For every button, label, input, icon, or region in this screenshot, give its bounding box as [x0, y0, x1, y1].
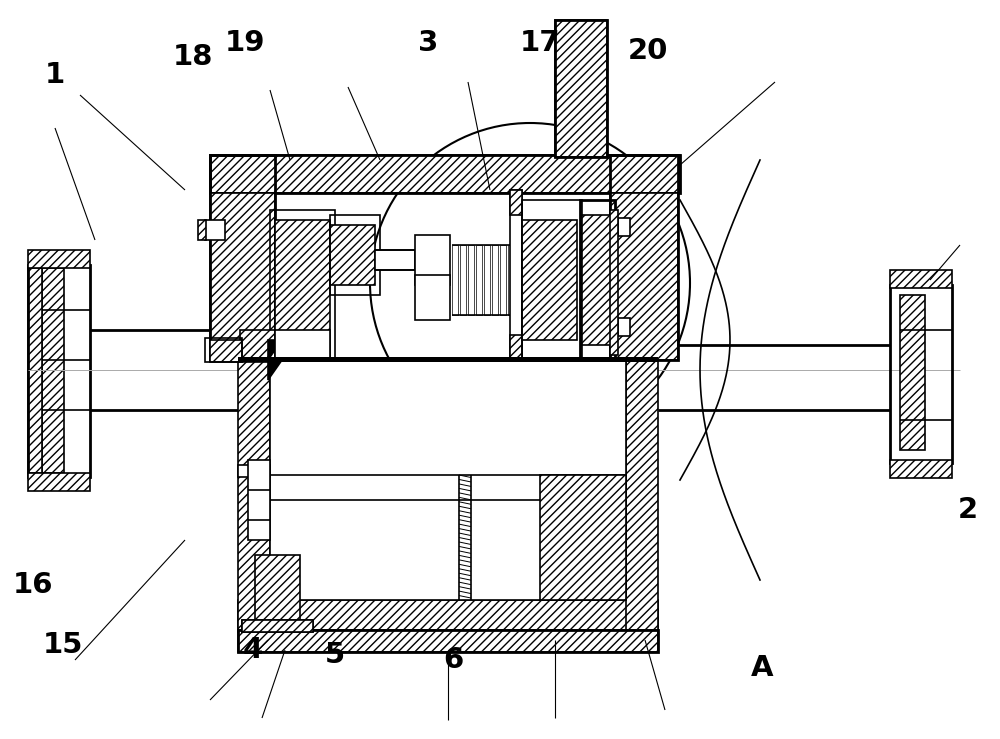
Bar [275, 330, 330, 360]
Bar [375, 250, 415, 270]
Bar [248, 460, 270, 540]
Text: 18: 18 [173, 43, 213, 71]
Bar [28, 250, 90, 268]
Bar [610, 193, 678, 360]
Bar [510, 190, 522, 360]
Bar [492, 245, 498, 315]
Bar [580, 200, 615, 360]
Bar [210, 155, 680, 193]
Bar [205, 338, 242, 362]
Polygon shape [268, 340, 282, 360]
Bar [210, 340, 242, 362]
Bar [330, 215, 380, 295]
Circle shape [549, 242, 575, 268]
Bar [610, 210, 618, 355]
Bar [484, 245, 490, 315]
Bar [210, 155, 275, 360]
Bar [555, 20, 607, 157]
Text: 19: 19 [225, 29, 265, 57]
Text: 6: 6 [443, 646, 463, 674]
Bar [555, 20, 607, 157]
Circle shape [549, 297, 575, 323]
Circle shape [527, 297, 553, 323]
Bar [238, 465, 270, 477]
Text: 15: 15 [43, 631, 83, 659]
Bar [275, 220, 330, 360]
Bar [238, 630, 658, 652]
Text: 5: 5 [325, 641, 345, 669]
Bar [205, 220, 225, 240]
Bar [90, 330, 242, 410]
Bar [255, 555, 300, 630]
Bar [238, 630, 658, 652]
Bar [330, 225, 375, 285]
Bar [610, 155, 678, 360]
Bar [522, 200, 582, 360]
Bar [468, 245, 474, 315]
Text: A: A [751, 654, 773, 682]
Bar [510, 190, 522, 215]
Bar [28, 265, 90, 477]
Bar [460, 245, 466, 315]
Bar [522, 220, 577, 340]
Bar [415, 275, 450, 320]
Bar [415, 235, 450, 285]
Bar [242, 620, 313, 632]
Bar [270, 360, 626, 600]
Bar [28, 268, 42, 473]
Polygon shape [268, 360, 282, 380]
Bar [270, 210, 335, 360]
Bar [210, 155, 680, 193]
Text: 20: 20 [628, 37, 668, 65]
Bar [890, 285, 952, 463]
Bar [540, 475, 626, 600]
Circle shape [240, 352, 260, 372]
Text: 4: 4 [243, 636, 263, 664]
Bar [238, 360, 270, 632]
Bar [238, 357, 658, 362]
Bar [508, 245, 514, 315]
Bar [626, 360, 658, 632]
Circle shape [527, 242, 553, 268]
Bar [890, 270, 952, 288]
Text: 1: 1 [45, 61, 65, 89]
Bar [238, 600, 658, 632]
Bar [242, 620, 313, 632]
Bar [452, 245, 458, 315]
Bar [198, 220, 206, 240]
Bar [582, 215, 612, 345]
Bar [658, 345, 890, 410]
Bar [900, 295, 925, 450]
Bar [240, 330, 275, 362]
Text: 16: 16 [13, 571, 53, 599]
Bar [42, 268, 64, 473]
Bar [510, 335, 522, 360]
Bar [476, 245, 482, 315]
Bar [28, 473, 90, 491]
Text: 3: 3 [418, 29, 438, 57]
Bar [618, 318, 630, 336]
Text: 17: 17 [520, 29, 560, 57]
Bar [210, 193, 275, 360]
Bar [618, 218, 630, 236]
Text: 2: 2 [958, 496, 978, 524]
Bar [500, 245, 506, 315]
Bar [890, 460, 952, 478]
